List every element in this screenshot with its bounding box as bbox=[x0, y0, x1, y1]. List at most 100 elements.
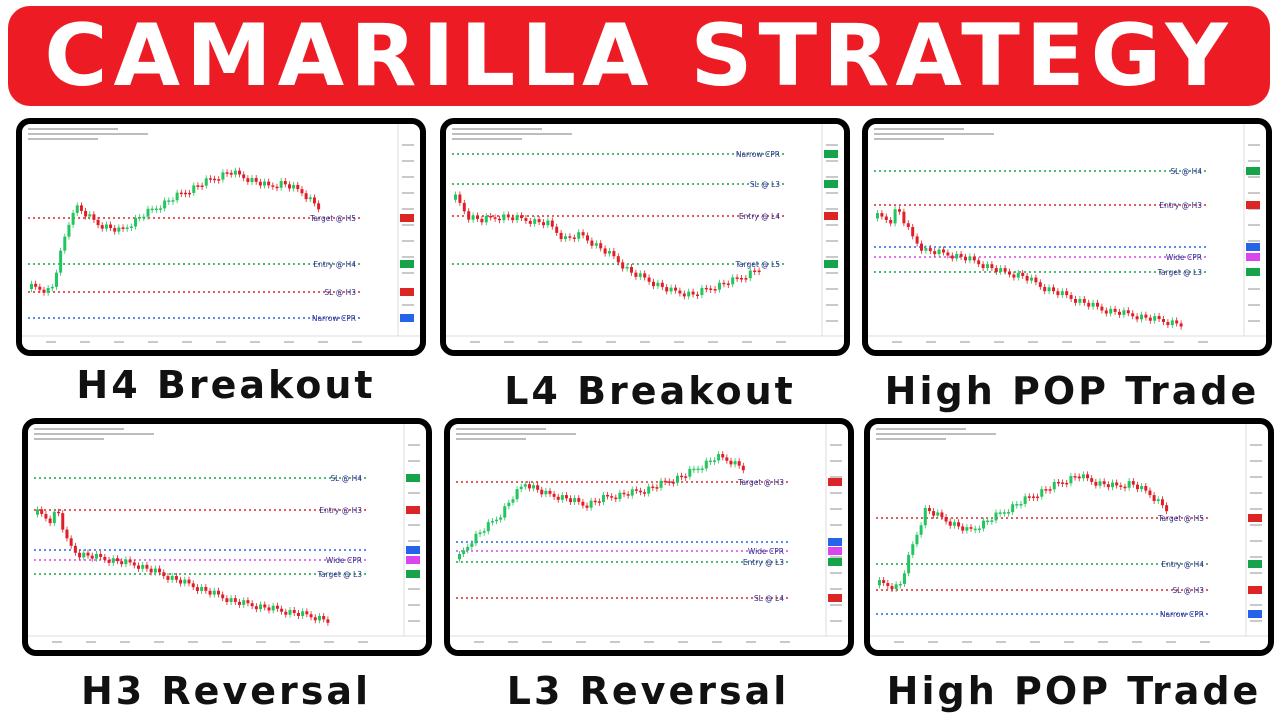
candle-body bbox=[183, 192, 187, 195]
candle-body bbox=[267, 607, 271, 611]
price-tick bbox=[402, 144, 414, 146]
candle-body bbox=[981, 264, 985, 269]
candle-body bbox=[498, 218, 501, 221]
price-tick bbox=[830, 588, 842, 590]
candle-body bbox=[722, 282, 726, 285]
candle-body bbox=[674, 287, 677, 291]
candle-body bbox=[638, 273, 642, 277]
candle-body bbox=[928, 248, 932, 252]
chart-header-line bbox=[452, 133, 572, 135]
candle-body bbox=[1100, 306, 1104, 311]
candle-body bbox=[115, 558, 119, 562]
time-tick bbox=[780, 641, 790, 643]
candle-body bbox=[1003, 268, 1007, 272]
level-label: SL @ H3 bbox=[324, 288, 356, 297]
candle-body bbox=[1012, 274, 1016, 278]
candle-body bbox=[225, 598, 229, 603]
candle-body bbox=[283, 181, 287, 185]
candle-body bbox=[537, 219, 541, 223]
price-tick bbox=[826, 144, 838, 146]
candle-body bbox=[458, 554, 461, 560]
price-badge bbox=[400, 260, 414, 268]
candle-body bbox=[1165, 505, 1169, 512]
candle-body bbox=[1148, 490, 1152, 496]
candle-body bbox=[317, 203, 321, 210]
candle-body bbox=[1170, 320, 1174, 326]
candle-body bbox=[968, 256, 972, 261]
candle-body bbox=[744, 278, 748, 280]
candle-body bbox=[502, 214, 506, 221]
candle-body bbox=[179, 192, 183, 195]
price-tick bbox=[830, 572, 842, 574]
candle-body bbox=[594, 243, 598, 246]
candle-body bbox=[511, 499, 515, 503]
candle-body bbox=[902, 211, 906, 224]
candle-body bbox=[1152, 495, 1156, 502]
candle-body bbox=[490, 520, 494, 523]
candle-body bbox=[503, 506, 507, 518]
candle-body bbox=[950, 255, 954, 259]
candle-body bbox=[1086, 474, 1090, 479]
candle-body bbox=[915, 534, 919, 545]
candle-body bbox=[680, 475, 684, 478]
time-tick bbox=[960, 341, 970, 343]
candle-body bbox=[84, 210, 88, 217]
candle-body bbox=[725, 457, 729, 461]
candle-body bbox=[614, 497, 618, 500]
candle-body bbox=[1082, 298, 1086, 303]
time-tick bbox=[358, 641, 368, 643]
candle-body bbox=[894, 584, 898, 590]
candle-body bbox=[691, 291, 695, 295]
time-tick bbox=[318, 341, 328, 343]
candle-body bbox=[1098, 481, 1102, 486]
candle-body bbox=[229, 172, 233, 175]
candle-body bbox=[977, 260, 981, 265]
price-badge bbox=[1246, 243, 1260, 251]
price-tick bbox=[1250, 620, 1262, 622]
candle-body bbox=[937, 249, 941, 255]
candle-body bbox=[238, 170, 242, 175]
candle-body bbox=[630, 267, 633, 273]
candle-body bbox=[462, 550, 466, 555]
candle-body bbox=[259, 604, 263, 610]
candle-body bbox=[923, 507, 927, 526]
candle-body bbox=[1044, 489, 1048, 491]
price-badge bbox=[400, 314, 414, 322]
price-tick bbox=[1248, 320, 1260, 322]
candle-body bbox=[1131, 313, 1135, 317]
candle-body bbox=[990, 264, 994, 269]
candle-body bbox=[88, 214, 92, 217]
candle-body bbox=[309, 614, 313, 618]
candle-body bbox=[78, 552, 82, 558]
price-tick bbox=[1248, 192, 1260, 194]
time-tick bbox=[1096, 341, 1106, 343]
price-tick bbox=[1250, 524, 1262, 526]
candle-body bbox=[171, 200, 175, 202]
time-tick bbox=[894, 641, 904, 643]
candle-body bbox=[593, 500, 597, 503]
candle-body bbox=[621, 262, 625, 269]
candle-body bbox=[647, 486, 651, 494]
candle-body bbox=[1156, 499, 1160, 502]
candle-body bbox=[906, 223, 910, 228]
candle-body bbox=[1131, 481, 1135, 485]
candle-body bbox=[59, 250, 63, 273]
candle-body bbox=[158, 208, 162, 210]
chart-panel: SL @ H4 Entry @ H3 Wide CPR Target @ L3 bbox=[22, 418, 432, 656]
candle-body bbox=[263, 604, 267, 608]
candle-body bbox=[884, 216, 888, 220]
candle-body bbox=[1102, 481, 1106, 485]
candle-body bbox=[99, 553, 103, 557]
candle-body bbox=[117, 227, 121, 232]
candle-body bbox=[258, 181, 262, 186]
candle-body bbox=[489, 215, 493, 218]
price-tick bbox=[826, 224, 838, 226]
panel-caption: H4 Breakout bbox=[76, 363, 376, 407]
candle-body bbox=[1047, 287, 1051, 292]
candle-body bbox=[200, 587, 204, 591]
candle-body bbox=[708, 460, 712, 463]
candle-body bbox=[577, 232, 581, 239]
candle-body bbox=[44, 513, 48, 519]
candle-body bbox=[142, 216, 146, 219]
chart-header-line bbox=[28, 133, 148, 135]
